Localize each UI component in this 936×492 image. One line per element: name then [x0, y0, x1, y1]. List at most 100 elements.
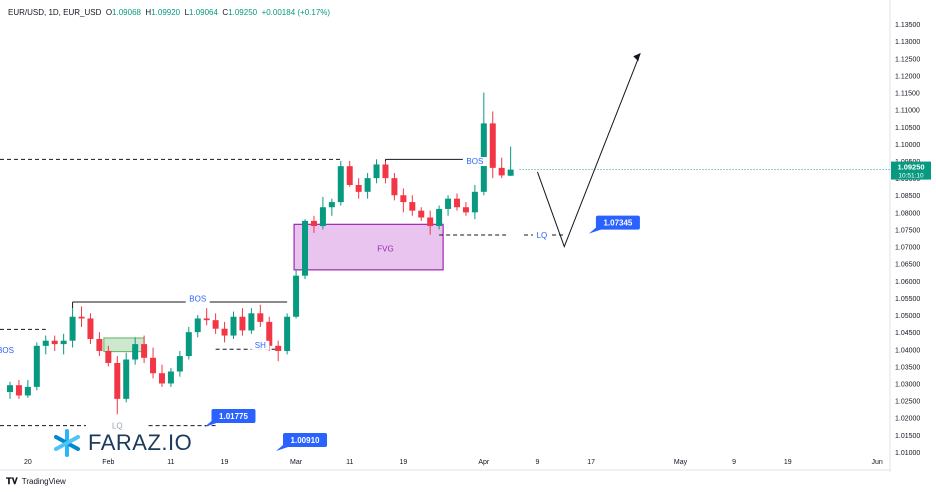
- candle-body: [373, 164, 380, 179]
- faraz-logo-text: FARAZ.IO: [88, 430, 193, 455]
- price-label-box: [283, 432, 328, 447]
- candle-body: [310, 220, 317, 227]
- faraz-star-icon: [54, 429, 80, 457]
- price-tick-label: 1.02000: [895, 416, 920, 423]
- annotation-label-bg: [251, 340, 270, 350]
- annotation-label-bos: BOS: [466, 157, 483, 166]
- close-value: 1.09250: [228, 8, 258, 17]
- candle-body: [275, 345, 282, 351]
- annotation-label-bg: [0, 345, 18, 355]
- time-tick-label: 19: [399, 459, 407, 466]
- annotation-label-bg: [462, 157, 487, 167]
- candle-body: [445, 198, 452, 209]
- price-tick-label: 1.01500: [895, 433, 920, 440]
- projection-arrow-head: [633, 53, 641, 62]
- price-tick-label: 1.07000: [895, 245, 920, 252]
- price-tick-label: 1.08500: [895, 193, 920, 200]
- price-label-text: 1.00910: [291, 436, 320, 445]
- price-tick-label: 1.13000: [895, 39, 920, 46]
- candle-body: [7, 385, 13, 393]
- projection-path: [536, 53, 641, 249]
- price-tick-label: 1.04000: [895, 347, 920, 354]
- candle-body: [328, 202, 335, 208]
- time-tick-label: Mar: [290, 459, 303, 466]
- fvg-zone: [293, 223, 444, 271]
- low-value: 1.09064: [189, 8, 218, 17]
- candle-body: [132, 344, 139, 360]
- candle-body: [391, 178, 398, 196]
- time-axis[interactable]: 20 Feb 11 19 Mar 11 19 Apr 9 17 May 9 19 Jun: [0, 459, 890, 471]
- candle-body: [105, 350, 112, 363]
- time-tick-label: Feb: [102, 459, 114, 466]
- candle-body: [230, 316, 237, 336]
- time-tick-label: May: [674, 459, 688, 466]
- price-tick-label: 1.11500: [895, 91, 920, 98]
- candle-body: [355, 184, 362, 192]
- candle-body: [302, 220, 309, 276]
- time-tick-label: Jun: [872, 459, 883, 466]
- candle-body: [96, 338, 103, 351]
- faraz-logo: FARAZ.IO: [52, 428, 192, 458]
- candle-body: [24, 386, 31, 396]
- candle-body: [60, 340, 67, 345]
- symbol-name: EUR/USD, 1D, EUR_USD: [8, 8, 102, 17]
- candle-body: [248, 313, 255, 331]
- price-tick-label: 1.07500: [895, 227, 920, 234]
- price-tick-label: 1.10000: [895, 142, 920, 149]
- candle-body: [87, 318, 94, 339]
- candle-body: [382, 164, 389, 179]
- current-price-tag-countdown: 10:51:10: [898, 173, 924, 180]
- price-label-box: [595, 215, 640, 230]
- current-price-tag-price: 1.09250: [897, 163, 924, 172]
- candle-body: [158, 373, 165, 384]
- candle-body: [284, 316, 291, 351]
- annotation-label-bos: BOS: [0, 346, 14, 355]
- annotation-label-lq: LQ: [112, 422, 123, 431]
- price-tick-label: 1.01000: [895, 450, 920, 457]
- candle-body: [462, 207, 469, 213]
- price-tick-label: 1.06000: [895, 279, 920, 286]
- annotation-label-sh: SH: [255, 341, 266, 350]
- tradingview-footer[interactable]: 𝐓𝐕 TradingView: [6, 476, 66, 487]
- candle-body: [498, 167, 505, 176]
- candle-body: [364, 178, 371, 192]
- candle-body: [194, 318, 201, 333]
- price-tick-label: 1.10500: [895, 125, 920, 132]
- price-tick-label: 1.05000: [895, 313, 920, 320]
- price-tick-label: 1.12000: [895, 73, 920, 80]
- time-tick-label: 17: [587, 459, 595, 466]
- current-price-tag: [891, 161, 931, 180]
- price-tick-label: 1.11000: [895, 108, 920, 115]
- tradingview-brand: TradingView: [21, 477, 66, 486]
- change-value: +0.00184 (+0.17%): [261, 8, 331, 17]
- annotation-label-bg: [185, 294, 210, 304]
- symbol-header: EUR/USD, 1D, EUR_USD O1.09068 H1.09920 L…: [8, 8, 331, 17]
- annotation-label-bos: BOS: [189, 295, 206, 304]
- time-tick-label: 19: [784, 459, 792, 466]
- price-label-text: 1.07345: [603, 219, 632, 228]
- price-axis[interactable]: 1.13500 1.13000 1.12500 1.12000 1.11500 1.110…: [889, 0, 931, 472]
- time-tick-label: 19: [221, 459, 229, 466]
- high-value: 1.09920: [151, 8, 181, 17]
- candle-body: [293, 275, 300, 317]
- annotation-layer-front: BOS BOS SH FVG BOS LQ LQ 1.07345 1.01775 1.00910: [0, 53, 641, 451]
- price-tick-label: 1.06500: [895, 262, 920, 269]
- annotation-label-fvg: FVG: [377, 244, 393, 253]
- candle-body: [257, 313, 264, 322]
- candle-body: [489, 123, 496, 168]
- candle-body: [33, 345, 40, 387]
- candle-body: [176, 356, 183, 372]
- candle-body: [454, 198, 460, 208]
- candle-body: [337, 166, 344, 203]
- candle-body: [203, 318, 210, 321]
- price-tick-label: 1.12500: [895, 56, 920, 63]
- price-tick-label: 1.02500: [895, 399, 920, 406]
- candle-body: [471, 191, 478, 213]
- time-tick-label: 11: [167, 459, 174, 466]
- annotation-label-bg: [532, 230, 551, 240]
- candle-body: [167, 371, 174, 384]
- candle-body: [418, 210, 425, 218]
- price-tick-label: 1.09000: [895, 176, 920, 183]
- candle-body: [400, 195, 407, 203]
